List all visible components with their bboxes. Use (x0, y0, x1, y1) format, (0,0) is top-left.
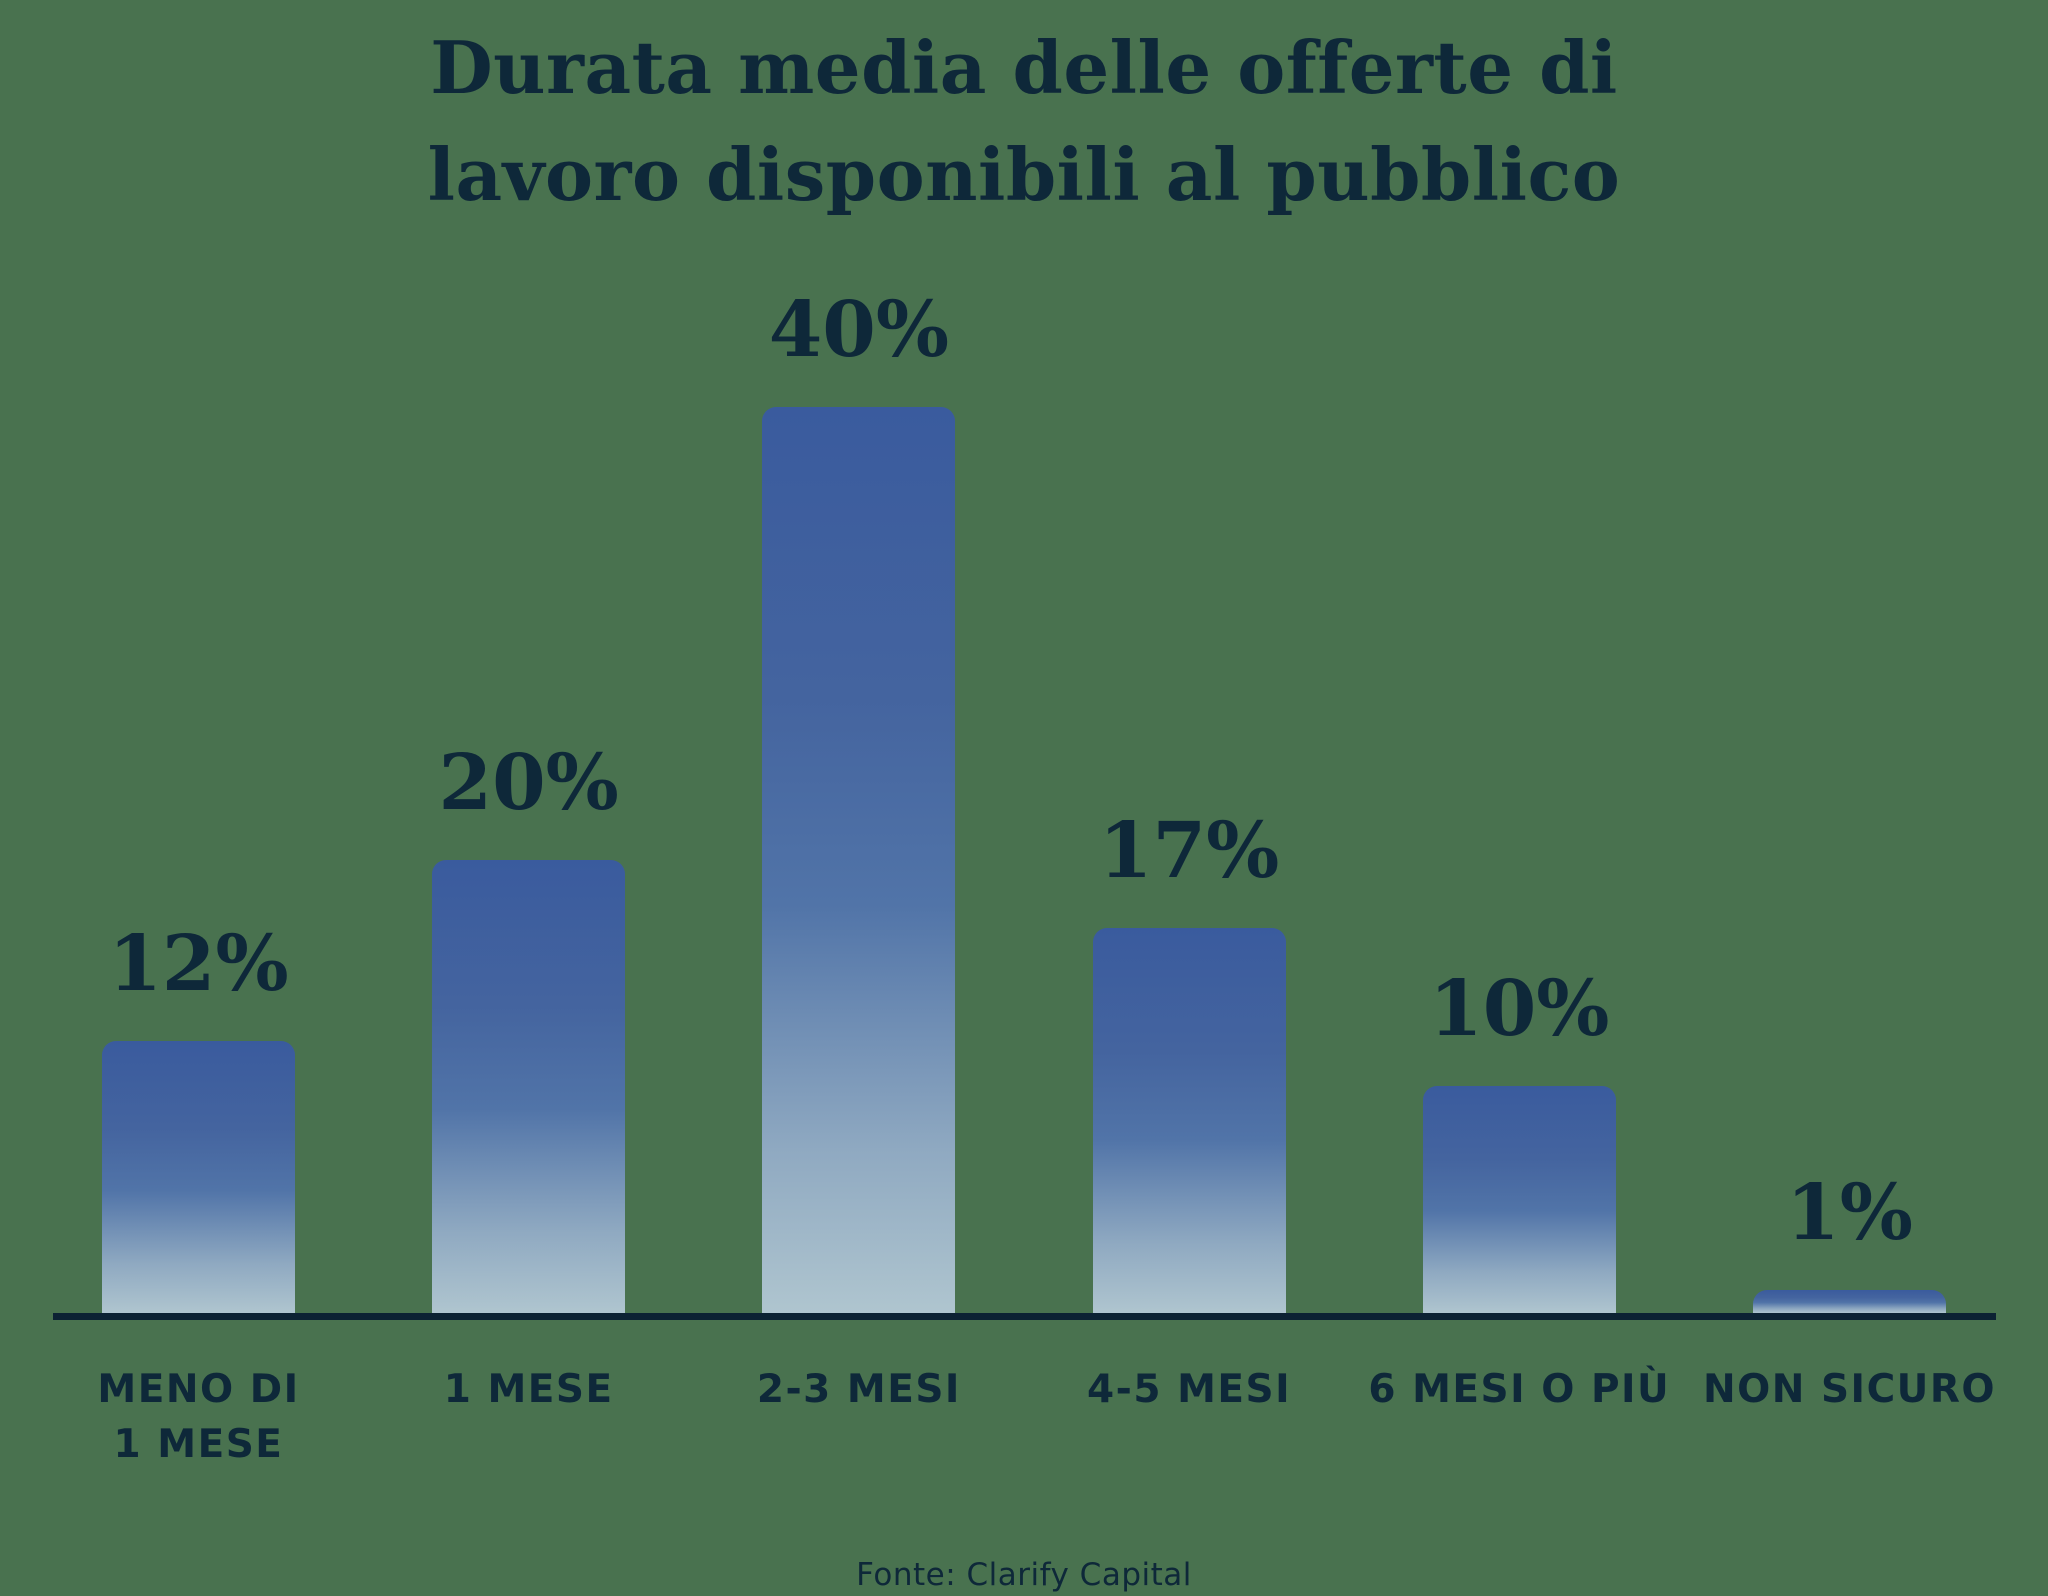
bar-value-label: 12% (108, 919, 289, 1009)
bar-value-label: 40% (768, 285, 950, 375)
bar (432, 860, 626, 1313)
bar-value-label: 20% (438, 738, 619, 828)
x-axis-line (53, 1313, 1996, 1320)
bar-value-label: 10% (1429, 964, 1610, 1054)
x-axis-label: 6 MESI O PIÙ (1368, 1367, 1671, 1412)
bar (102, 1041, 295, 1313)
x-axis-label: MENO DI 1 MESE (97, 1367, 300, 1467)
bar (1753, 1290, 1946, 1313)
bar (762, 407, 956, 1313)
chart-title: Durata media delle offerte di lavoro dis… (427, 25, 1621, 217)
x-axis-label: 4-5 MESI (1087, 1367, 1292, 1412)
bar (1092, 928, 1286, 1313)
x-axis-label: 2-3 MESI (756, 1367, 961, 1412)
source-caption: Fonte: Clarify Capital (856, 1557, 1192, 1593)
x-axis-label: 1 MESE (443, 1367, 614, 1412)
bar (1422, 1086, 1616, 1313)
bar-value-label: 1% (1786, 1168, 1913, 1258)
x-axis-label: NON SICURO (1702, 1367, 1997, 1412)
bar-value-label: 17% (1098, 806, 1280, 896)
